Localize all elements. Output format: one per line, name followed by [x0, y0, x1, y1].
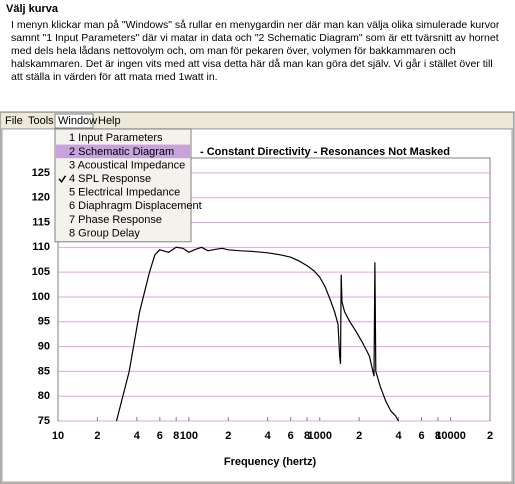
x-tick-label: 10 [52, 430, 64, 442]
y-tick-label: 115 [32, 216, 50, 228]
y-tick-label: 90 [38, 340, 50, 352]
menu-item[interactable]: 8 Group Delay [69, 227, 140, 239]
y-tick-label: 100 [32, 291, 50, 303]
x-tick-label: 8 [435, 430, 441, 442]
x-tick-label: 6 [157, 430, 163, 442]
menu-item[interactable]: 5 Electrical Impedance [69, 187, 180, 199]
y-tick-label: 85 [38, 365, 50, 377]
x-tick-label: 6 [288, 430, 294, 442]
menu-item[interactable]: 1 Input Parameters [69, 132, 163, 144]
y-tick-label: 80 [38, 390, 50, 402]
menu-item[interactable]: 2 Schematic Diagram [69, 146, 174, 158]
x-tick-label: 8 [173, 430, 179, 442]
menu-item[interactable]: 3 Acoustical Impedance [69, 159, 185, 171]
x-tick-label: 6 [419, 430, 425, 442]
x-tick-label: 4 [134, 430, 141, 442]
x-tick-label: 10000 [435, 430, 466, 442]
x-tick-label: 1000 [307, 430, 331, 442]
y-tick-label: 95 [38, 316, 50, 328]
document: Välj kurva I menyn klickar man på "Windo… [6, 3, 506, 84]
check-mark [58, 175, 67, 184]
menu-bar-item[interactable]: File [5, 115, 23, 127]
x-tick-label: 2 [356, 430, 362, 442]
chart-title: - Constant Directivity - Resonances Not … [200, 146, 450, 158]
menu-bar-item[interactable]: Help [98, 115, 121, 127]
data-line [115, 246, 400, 422]
menu-item[interactable]: 7 Phase Response [69, 214, 162, 226]
menu-bar-active [54, 113, 94, 129]
x-tick-label: 4 [395, 430, 402, 442]
y-tick-label: 105 [32, 266, 50, 278]
x-tick-label: 2 [94, 430, 100, 442]
x-tick-label: 2 [487, 430, 493, 442]
x-tick-label: 4 [265, 430, 272, 442]
menu-bar [1, 113, 513, 128]
menu-highlight [56, 144, 190, 159]
menu-item[interactable]: 6 Diaphragm Displacement [69, 200, 202, 212]
menu-bar-item[interactable]: Tools [28, 115, 54, 127]
x-tick-label: 2 [225, 430, 231, 442]
heading: Välj kurva [6, 3, 58, 15]
y-tick-label: 110 [32, 241, 50, 253]
y-tick-label: 120 [32, 192, 50, 204]
x-tick-label: 100 [180, 430, 198, 442]
x-axis-label: Frequency (hertz) [224, 456, 317, 468]
paragraph: I menyn klickar man på "Windows" så rull… [11, 19, 500, 83]
y-tick-label: 125 [32, 167, 50, 179]
x-tick-label: 8 [304, 430, 310, 442]
y-tick-label: 75 [38, 415, 50, 427]
menu-bar-item[interactable]: Window [58, 115, 97, 127]
menu-item[interactable]: 4 SPL Response [69, 173, 151, 185]
